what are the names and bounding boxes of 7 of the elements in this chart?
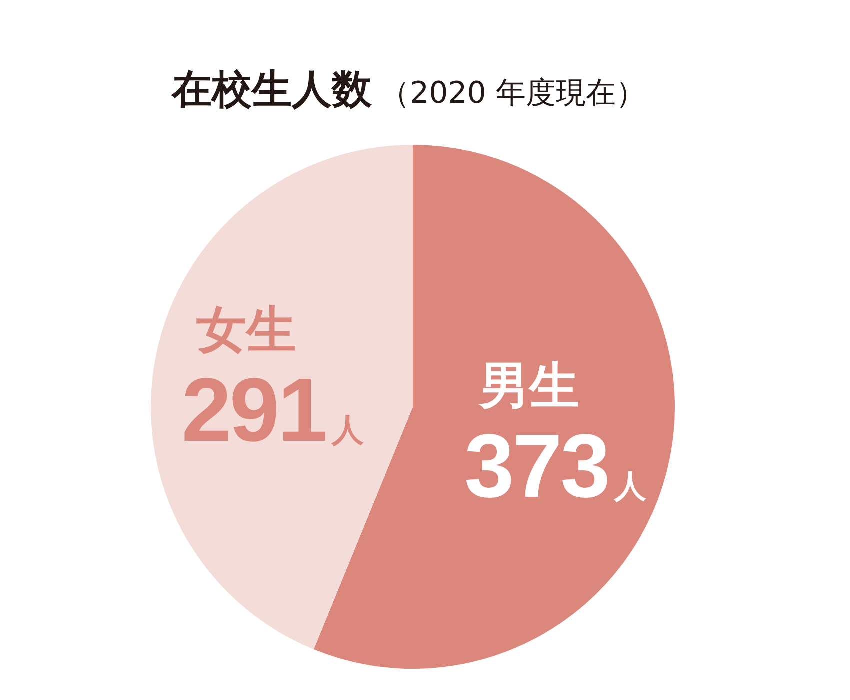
slice-label: 男生	[477, 356, 580, 415]
data-label: 291人	[182, 361, 365, 462]
data-label: 373人	[464, 416, 648, 517]
chart-subtitle: （2020 年度現在）	[380, 76, 646, 111]
slice-label: 女生	[196, 301, 297, 360]
chart-title: 在校生人数	[171, 67, 373, 113]
pie-slice	[151, 145, 413, 650]
